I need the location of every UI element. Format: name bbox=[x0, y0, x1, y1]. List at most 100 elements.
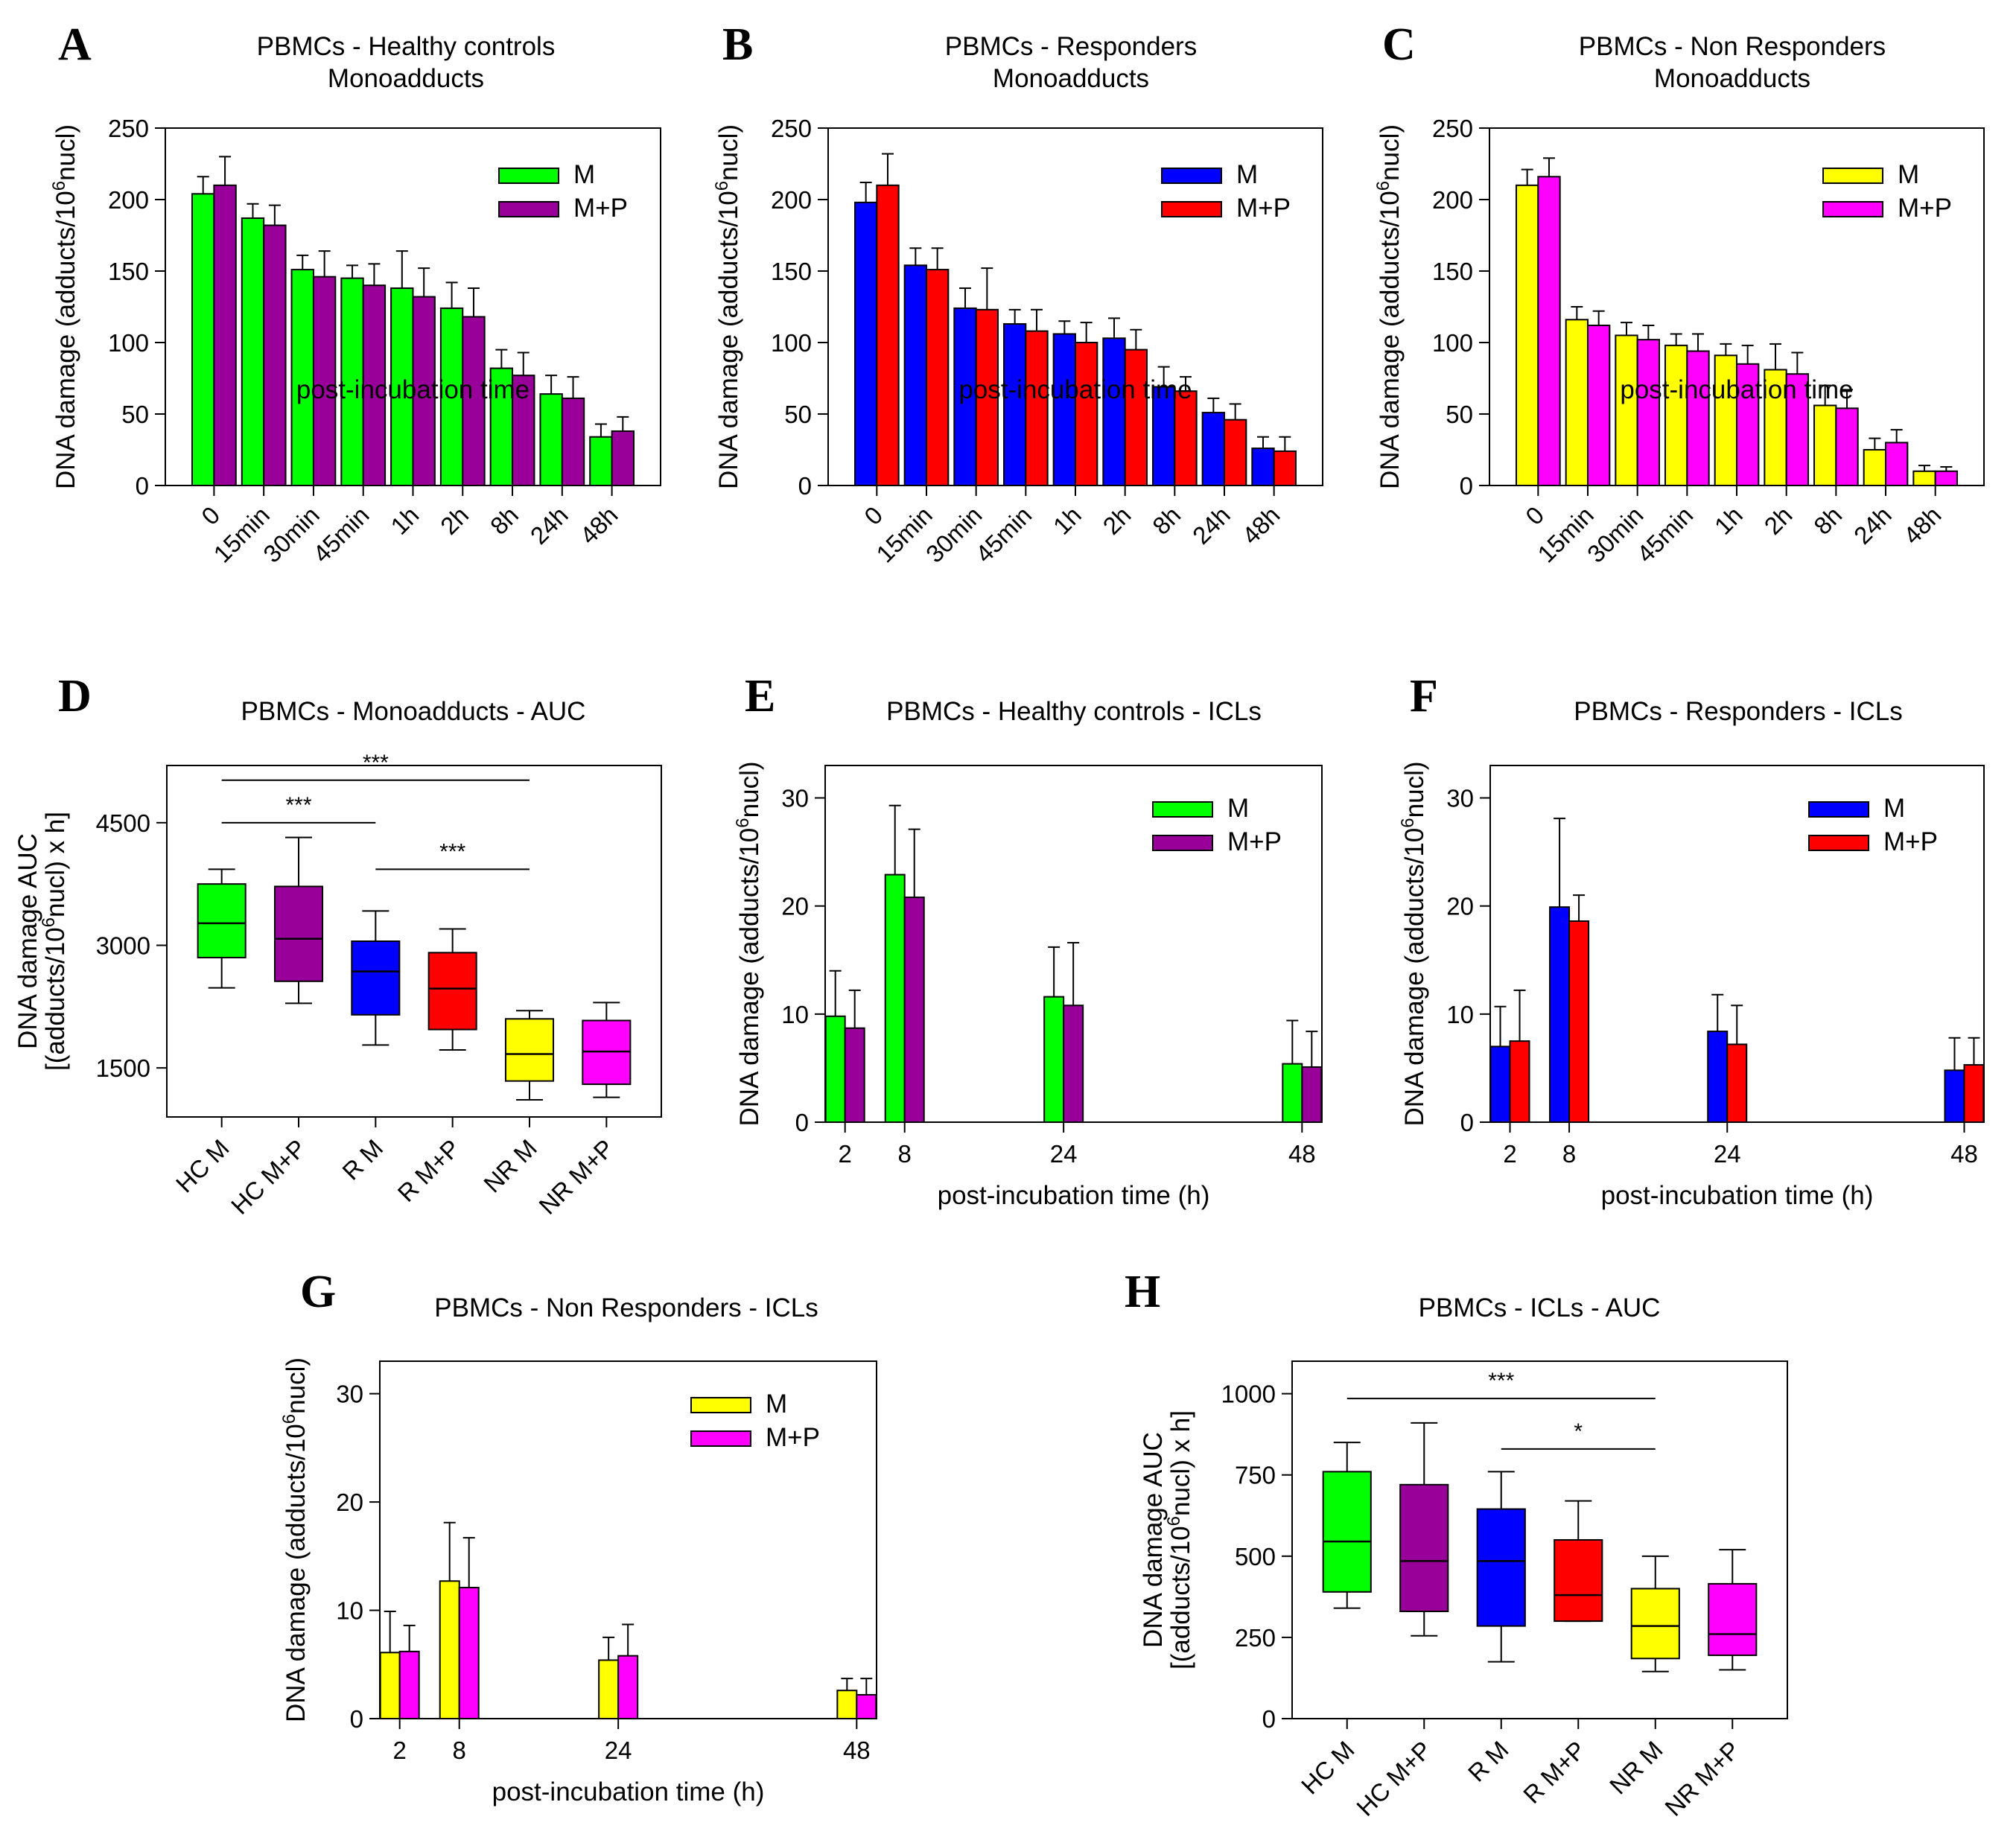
chart-f-xtick-label: 8 bbox=[1562, 1140, 1576, 1168]
chart-e-title: PBMCs - Healthy controls - ICLs bbox=[886, 697, 1262, 726]
chart-g-legend-swatch bbox=[690, 1430, 751, 1447]
chart-panel-b: B PBMCs - Responders Monoadducts 0 50 100 150 2… bbox=[712, 19, 1323, 568]
chart-h-ylabel-line2-superscript: 6 bbox=[1164, 1516, 1184, 1526]
chart-f-ylabel-superscript: 6 bbox=[1398, 818, 1418, 827]
chart-a-ylabel: DNA damage (adducts/106nucl) bbox=[49, 124, 81, 489]
chart-h-ylabel-line1: DNA damage AUC bbox=[1139, 1432, 1168, 1648]
chart-d-ylabel-line1: DNA damage AUC bbox=[13, 833, 42, 1049]
chart-b-bar-m bbox=[1052, 333, 1076, 487]
chart-a-legend-label: M+P bbox=[573, 194, 628, 223]
chart-c-bar-mpp bbox=[1636, 339, 1661, 486]
chart-a-bar-mpp bbox=[213, 184, 237, 487]
chart-g-panel-letter: G bbox=[300, 1267, 336, 1317]
chart-b-bar-mpp bbox=[1075, 342, 1098, 486]
chart-e-ytick-label: 0 bbox=[795, 1109, 809, 1136]
chart-f-bar-mpp bbox=[1509, 1040, 1530, 1123]
chart-b-panel-letter: B bbox=[722, 19, 753, 70]
chart-e-ylabel-part: nucl) bbox=[735, 761, 764, 818]
chart-d-ylabel-line2-part: nucl) x h] bbox=[41, 812, 70, 917]
chart-d-plot-frame bbox=[166, 765, 662, 1118]
chart-e-bar-m bbox=[884, 873, 906, 1123]
chart-c-bar-mpp bbox=[1736, 363, 1760, 486]
chart-h-box-nr-mpp bbox=[1708, 1582, 1758, 1656]
chart-f-bar-mpp bbox=[1726, 1043, 1748, 1124]
chart-a-ytick-label: 0 bbox=[136, 472, 149, 500]
chart-a-bar-m bbox=[539, 393, 563, 486]
chart-g-xtick-label: 48 bbox=[843, 1736, 871, 1764]
chart-h-significance-label: *** bbox=[1488, 1369, 1514, 1393]
chart-e-bar-mpp bbox=[1063, 1005, 1084, 1123]
chart-c-legend-label: M bbox=[1898, 160, 1919, 189]
chart-f-ylabel: DNA damage (adducts/106nucl) bbox=[1398, 761, 1430, 1126]
chart-b-bar-mpp bbox=[1025, 330, 1049, 487]
chart-a-ytick-label: 50 bbox=[121, 401, 149, 428]
chart-h-significance-label: * bbox=[1574, 1419, 1583, 1444]
chart-c-bar-m bbox=[1764, 369, 1787, 487]
chart-b-bar-mpp bbox=[876, 184, 900, 487]
chart-g-xlabel: post-incubation time (h) bbox=[492, 1777, 765, 1806]
chart-a-bar-m bbox=[489, 367, 514, 486]
chart-d-ylabel-line2: [(adducts/106nucl) x h] bbox=[39, 812, 71, 1071]
chart-b-ytick-label: 250 bbox=[771, 115, 812, 142]
chart-c-legend-swatch bbox=[1822, 168, 1883, 184]
chart-g-xtick-label: 8 bbox=[453, 1736, 466, 1764]
chart-panel-g: G PBMCs - Non Responders - ICLs 0 10 20 30 DNA… bbox=[279, 1267, 877, 1806]
chart-e-xlabel: post-incubation time (h) bbox=[938, 1181, 1210, 1210]
chart-d-significance-label: *** bbox=[363, 751, 389, 775]
chart-e-ylabel: DNA damage (adducts/106nucl) bbox=[733, 761, 765, 1126]
chart-g-legend-label: M+P bbox=[766, 1423, 820, 1452]
chart-d-ylabel-line2-superscript: 6 bbox=[39, 917, 59, 927]
chart-b-ylabel-part: nucl) bbox=[714, 124, 743, 181]
chart-a-ytick-label: 200 bbox=[108, 186, 149, 214]
chart-c-xlabel: post-incubation time bbox=[1620, 375, 1853, 404]
chart-b-bar-m bbox=[903, 264, 927, 486]
chart-f-bar-m bbox=[1549, 906, 1571, 1123]
chart-c-panel-letter: C bbox=[1382, 19, 1416, 70]
chart-g-bar-m bbox=[836, 1690, 858, 1720]
chart-h-ytick-label: 750 bbox=[1235, 1462, 1276, 1489]
chart-c-ytick-label: 50 bbox=[1446, 401, 1473, 428]
chart-c-bar-m bbox=[1863, 449, 1887, 486]
chart-panel-f: F PBMCs - Responders - ICLs 0 10 20 30 DNA dam… bbox=[1398, 671, 1985, 1210]
chart-e-xtick-label: 2 bbox=[839, 1140, 852, 1168]
chart-b-ytick-label: 100 bbox=[771, 329, 812, 357]
chart-e-bar-mpp bbox=[844, 1027, 865, 1123]
chart-e-ytick-label: 30 bbox=[781, 785, 809, 812]
chart-c-bar-m bbox=[1813, 404, 1837, 486]
chart-c-ytick-label: 250 bbox=[1432, 115, 1473, 142]
chart-a-legend-swatch bbox=[498, 168, 559, 184]
chart-b-bar-mpp bbox=[1273, 450, 1297, 486]
chart-b-legend-label: M+P bbox=[1236, 194, 1291, 223]
chart-e-panel-letter: E bbox=[745, 671, 775, 722]
chart-g-ylabel: DNA damage (adducts/106nucl) bbox=[279, 1357, 311, 1722]
chart-g-bar-mpp bbox=[856, 1694, 877, 1719]
chart-h-panel-letter: H bbox=[1125, 1267, 1160, 1317]
chart-c-bar-mpp bbox=[1686, 350, 1710, 486]
chart-g-ylabel-part: nucl) bbox=[282, 1357, 311, 1414]
chart-c-ylabel-superscript: 6 bbox=[1373, 181, 1393, 191]
chart-a-bar-m bbox=[191, 193, 215, 486]
chart-f-legend-swatch bbox=[1808, 835, 1869, 851]
chart-a-bar-m bbox=[241, 217, 265, 486]
chart-b-bar-mpp bbox=[1224, 418, 1247, 486]
chart-b-bar-mpp bbox=[926, 269, 950, 486]
chart-c-ylabel-part: DNA damage (adducts/10 bbox=[1376, 191, 1405, 489]
chart-f-title: PBMCs - Responders - ICLs bbox=[1574, 697, 1903, 726]
chart-f-panel-letter: F bbox=[1410, 671, 1438, 722]
chart-f-legend-label: M+P bbox=[1883, 827, 1938, 856]
chart-g-bar-mpp bbox=[398, 1650, 420, 1719]
chart-a-ylabel-superscript: 6 bbox=[49, 181, 69, 191]
chart-g-bar-m bbox=[439, 1580, 460, 1719]
chart-b-ytick-label: 0 bbox=[798, 472, 812, 500]
chart-c-ytick-label: 200 bbox=[1432, 186, 1473, 214]
chart-f-bar-mpp bbox=[1568, 920, 1590, 1123]
chart-h-ytick-label: 250 bbox=[1235, 1624, 1276, 1652]
chart-c-bar-mpp bbox=[1537, 176, 1561, 486]
chart-f-ylabel-part: DNA damage (adducts/10 bbox=[1400, 828, 1429, 1127]
chart-a-legend-swatch bbox=[498, 201, 559, 217]
chart-d-box-hc-mpp bbox=[273, 885, 324, 982]
chart-b-ytick-label: 200 bbox=[771, 186, 812, 214]
chart-h-ylabel-line2-part: nucl) x h] bbox=[1166, 1410, 1195, 1516]
chart-e-legend-swatch bbox=[1152, 835, 1213, 851]
chart-g-legend-swatch bbox=[690, 1397, 751, 1413]
